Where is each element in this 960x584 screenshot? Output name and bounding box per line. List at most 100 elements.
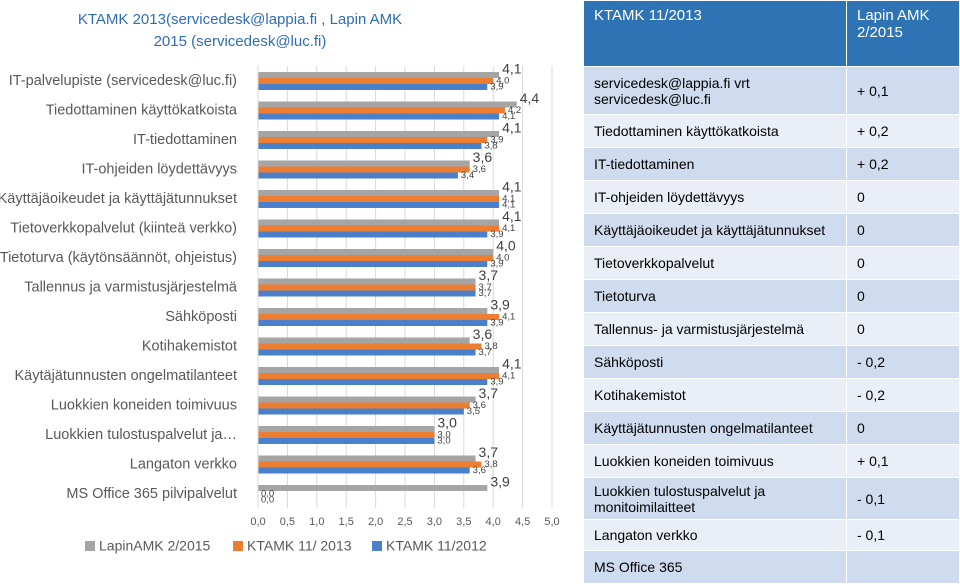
value-label: 4,0 (496, 238, 516, 254)
table-cell: - 0,2 (846, 378, 960, 412)
table-cell: 0 (846, 246, 960, 280)
table-row: Tiedottaminen käyttökatkoista + 0,2 (583, 114, 960, 148)
x-tick-label: 0,5 (280, 516, 295, 528)
value-label: 4,1 (502, 111, 515, 122)
value-label: 3,9 (490, 135, 503, 146)
value-label: 3,7 (479, 444, 499, 460)
legend-swatch (233, 541, 243, 551)
comparison-table: KTAMK 11/2013 Lapin AMK 2/2015 servicede… (583, 0, 960, 584)
table-row: IT-ohjeiden löydettävyys 0 (583, 180, 960, 214)
y-tick-label: Tietoverkkopalvelut (kiinteä verkko) (10, 220, 237, 236)
legend-label: KTAMK 11/2012 (386, 538, 487, 554)
x-tick-label: 1,5 (339, 516, 354, 528)
table-row: Langaton verkko - 0,1 (583, 519, 960, 551)
table-cell: Tiedottaminen käyttökatkoista (583, 114, 847, 148)
bar (258, 426, 435, 432)
chart: 0,0 0,5 1,0 1,5 2,0 2,5 3,0 3,5 4,0 4,5 5,0 IT-palv… (0, 61, 560, 554)
value-label: 3,8 (484, 459, 497, 470)
table-cell (846, 550, 960, 584)
bar (258, 343, 482, 350)
y-tick-label: Luokkien koneiden toimivuus (51, 397, 237, 413)
x-tick-label: 4,0 (486, 516, 501, 528)
value-label: 4,1 (502, 208, 522, 224)
value-label: 3,9 (490, 377, 503, 388)
bar (258, 225, 500, 232)
table-cell: servicedesk@lappia.fi vrt servicedesk@lu… (583, 66, 847, 115)
value-label: 3,7 (479, 282, 492, 293)
y-tick-label: IT-tiedottaminen (133, 132, 237, 148)
y-tick-label: IT-ohjeiden löydettävyys (81, 161, 237, 177)
table-cell: IT-ohjeiden löydettävyys (583, 180, 847, 214)
legend-swatch (372, 541, 382, 551)
table-cell: Tallennus- ja varmistusjärjestelmä (583, 312, 847, 346)
bar (258, 190, 500, 196)
x-tick-label: 5,0 (544, 516, 559, 528)
x-tick-label: 1,0 (309, 516, 324, 528)
value-label: 3,0 (437, 436, 450, 447)
table-row: Käyttäjätunnusten ongelmatilanteet 0 (583, 411, 960, 445)
bar (258, 379, 488, 385)
table-row: Sähköposti - 0,2 (583, 345, 960, 379)
bar (258, 438, 435, 444)
value-label: 4,2 (508, 105, 521, 116)
table-header: KTAMK 11/2013 Lapin AMK 2/2015 (583, 0, 960, 67)
bar (258, 72, 500, 78)
bar (258, 113, 500, 120)
value-label: 3,7 (479, 288, 492, 299)
x-tick-label: 4,5 (515, 516, 530, 528)
y-tick-label: MS Office 365 pilvipalvelut (66, 486, 237, 502)
y-tick-label: Tietoturva (käytönsäännöt, ohjeistus) (0, 250, 237, 266)
y-tick-label: Kotihakemistot (142, 338, 237, 354)
bar (258, 308, 488, 314)
value-label: 0,0 (261, 489, 274, 500)
bar (258, 101, 517, 108)
bar (258, 408, 464, 415)
table-cell: Langaton verkko (583, 519, 847, 551)
table-row: Luokkien tulostuspalvelut ja monitoimila… (583, 477, 960, 520)
table-cell: 0 (846, 312, 960, 346)
y-tick-label: Sähköposti (165, 309, 237, 325)
bar (258, 107, 505, 114)
value-label: 3,7 (479, 347, 492, 358)
value-label: 3,7 (479, 385, 499, 401)
legend-label: LapinAMK 2/2015 (99, 538, 211, 554)
table-row: Tietoverkkopalvelut 0 (583, 246, 960, 280)
value-label: 3,6 (473, 164, 486, 175)
table-row: Tietoturva 0 (583, 279, 960, 313)
value-label: 3,0 (437, 415, 457, 431)
table-cell: + 0,2 (846, 147, 960, 181)
value-label: 3,9 (490, 297, 510, 313)
value-label: 4,1 (502, 356, 522, 372)
bar (258, 78, 494, 84)
value-label: 3,9 (490, 474, 510, 490)
bar (258, 314, 500, 320)
table-row: Käyttäjäoikeudet ja käyttäjätunnukset 0 (583, 213, 960, 247)
value-label: 3,9 (490, 229, 503, 240)
value-label: 3,4 (461, 170, 474, 181)
table-cell: + 0,1 (846, 66, 960, 115)
x-tick-label: 3,0 (427, 516, 442, 528)
value-label: 3,0 (437, 430, 450, 441)
table-cell: Kotihakemistot (583, 378, 847, 412)
bar (258, 467, 470, 474)
y-tick-label: Käytäjätunnusten ongelmatilanteet (15, 368, 238, 384)
bar (258, 255, 494, 261)
value-label: 3,6 (473, 465, 486, 476)
table-row: Tallennus- ja varmistusjärjestelmä 0 (583, 312, 960, 346)
value-label: 3,8 (484, 141, 497, 152)
table-cell: Tietoverkkopalvelut (583, 246, 847, 280)
bar (258, 84, 488, 90)
bar (258, 166, 470, 173)
table-cell: IT-tiedottaminen (583, 147, 847, 181)
bar (258, 284, 476, 291)
bar (258, 396, 476, 403)
table-cell: 0 (846, 213, 960, 247)
x-tick-label: 0,0 (250, 516, 265, 528)
value-label: 3,9 (490, 318, 503, 329)
bar (258, 131, 500, 137)
table-cell: - 0,2 (846, 345, 960, 379)
table-row: IT-tiedottaminen + 0,2 (583, 147, 960, 181)
bar (258, 349, 476, 356)
value-label: 4,1 (502, 179, 522, 195)
table-cell: + 0,2 (846, 114, 960, 148)
